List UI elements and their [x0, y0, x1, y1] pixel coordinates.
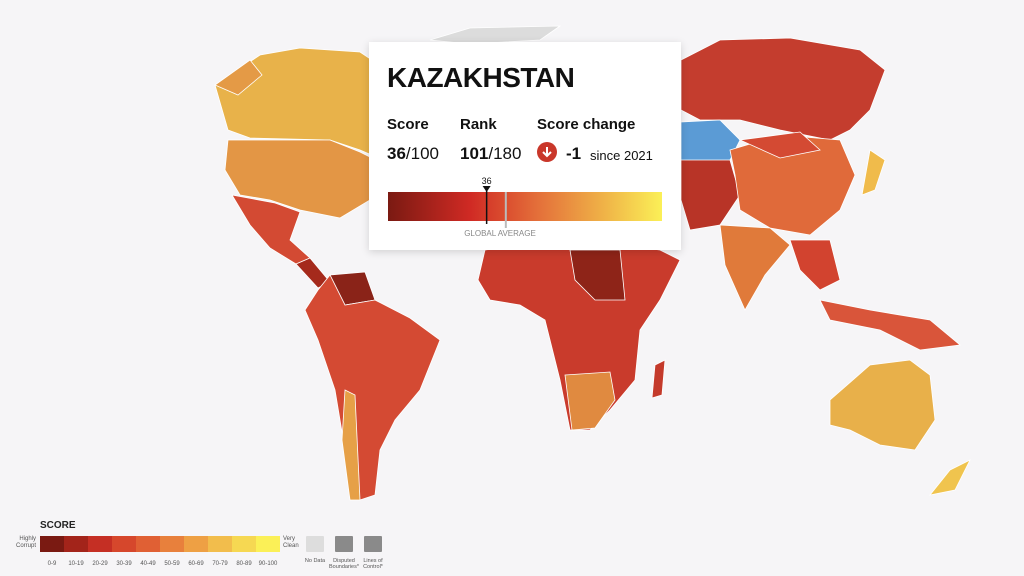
chile[interactable] — [341, 389, 361, 501]
legend-low-label: Highly Corrupt — [16, 536, 36, 549]
rank-value: 101/180 — [460, 144, 521, 164]
legend-high-label: Very Clean — [283, 536, 299, 549]
legend-swatch — [256, 536, 280, 552]
legend-swatch — [136, 536, 160, 552]
legend-swatch — [40, 536, 64, 552]
score-gradient — [388, 192, 662, 221]
legend-bin-label: 80-89 — [236, 561, 252, 567]
score-value: 36/100 — [387, 144, 439, 164]
china[interactable] — [729, 134, 856, 236]
country-name: KAZAKHSTAN — [387, 62, 575, 93]
legend-swatch — [208, 536, 232, 552]
score-scale: GLOBAL AVERAGE 36 — [388, 176, 662, 238]
new-zealand[interactable] — [929, 459, 971, 496]
legend-extra-swatch — [306, 536, 324, 552]
score: 36 — [387, 144, 406, 163]
legend-extra-label: Disputed Boundaries* — [329, 558, 360, 570]
usa[interactable] — [224, 139, 393, 219]
legend-bin-label: 50-59 — [164, 561, 180, 567]
sahel-dark[interactable] — [569, 249, 626, 301]
rank: 101 — [460, 144, 489, 163]
score-change: -1 — [566, 144, 582, 163]
indonesia[interactable] — [819, 299, 961, 351]
russia[interactable] — [680, 37, 886, 141]
india[interactable] — [719, 224, 791, 311]
legend-graphic: SCORE Highly Corrupt 0-9 10-19 20-29 30-39 40-… — [16, 520, 384, 570]
southern-africa[interactable] — [564, 371, 616, 431]
legend-bin-label: 60-69 — [188, 561, 204, 567]
legend-swatch — [160, 536, 184, 552]
legend-bin-label: 20-29 — [92, 561, 108, 567]
legend-extra-swatch — [364, 536, 382, 552]
legend-bin-label: 90-100 — [259, 561, 278, 567]
legend-bin-label: 70-79 — [212, 561, 228, 567]
change-since: since 2021 — [590, 148, 653, 163]
legend-swatch — [88, 536, 112, 552]
legend-bin-label: 10-19 — [68, 561, 84, 567]
legend-title: SCORE — [40, 520, 76, 531]
legend-swatch — [184, 536, 208, 552]
country-tooltip: KAZAKHSTAN Score 36/100 Rank 101/180 Sco… — [369, 42, 681, 250]
rank-of: /180 — [488, 144, 522, 163]
score-label: Score — [387, 116, 429, 133]
legend-swatch — [112, 536, 136, 552]
legend-bin-label: 0-9 — [48, 561, 57, 567]
legend-bin-label: 40-49 — [140, 561, 156, 567]
score-pointer — [482, 186, 491, 192]
arrow — [542, 147, 552, 158]
score-marker-label: 36 — [482, 176, 492, 186]
legend-extra-label: Lines of Control* — [363, 558, 384, 570]
legend-swatch — [64, 536, 88, 552]
rank-label: Rank — [460, 116, 497, 133]
change-label: Score change — [537, 116, 636, 133]
se-asia[interactable] — [789, 239, 841, 291]
legend: SCORE Highly Corrupt 0-9 10-19 20-29 30-39 40-… — [0, 510, 420, 576]
alaska[interactable] — [214, 59, 263, 96]
legend-bin-label: 30-39 — [116, 561, 132, 567]
score-of: /100 — [405, 144, 440, 163]
madagascar[interactable] — [651, 359, 666, 399]
legend-extra-label: No Data — [305, 558, 326, 564]
australia[interactable] — [829, 359, 936, 451]
global-average-label: GLOBAL AVERAGE — [464, 229, 536, 238]
legend-swatch — [232, 536, 256, 552]
legend-extra-swatch — [335, 536, 353, 552]
south-america[interactable] — [304, 274, 441, 501]
japan[interactable] — [861, 149, 886, 196]
middle-asia[interactable] — [680, 159, 741, 231]
down-arrow-icon — [537, 142, 557, 162]
mongolia[interactable] — [738, 131, 821, 159]
